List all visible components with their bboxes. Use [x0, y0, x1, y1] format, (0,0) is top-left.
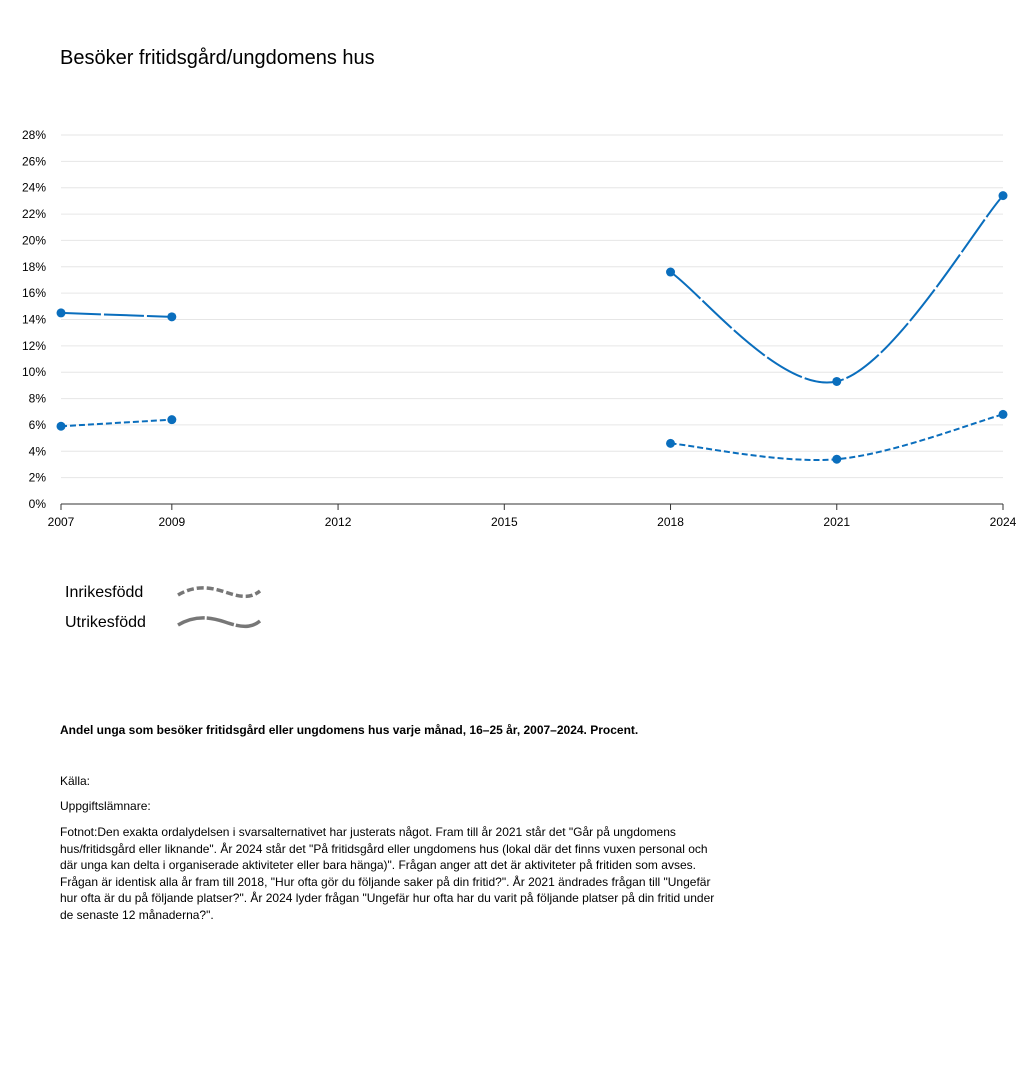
- grid-lines: [61, 134, 1003, 479]
- x-tick-label: 2024: [990, 515, 1017, 529]
- legend-item-inrikesfodd[interactable]: Inrikesfödd: [65, 578, 265, 608]
- data-point-inrikesfodd[interactable]: [167, 415, 177, 425]
- y-tick-label: 26%: [22, 154, 46, 168]
- y-tick-label: 6%: [29, 418, 47, 432]
- dashed-line-swatch-icon: [177, 586, 262, 599]
- y-tick-label: 12%: [22, 339, 46, 353]
- data-point-inrikesfodd[interactable]: [832, 454, 842, 464]
- data-point-inrikesfodd[interactable]: [666, 438, 676, 448]
- chart-caption: Andel unga som besöker fritidsgård eller…: [60, 723, 639, 737]
- data-point-inrikesfodd[interactable]: [56, 421, 66, 431]
- y-tick-label: 14%: [22, 313, 46, 327]
- y-tick-label: 10%: [22, 365, 46, 379]
- series-line-inrikesfodd: [670, 413, 1004, 461]
- data-point-utrikesfodd[interactable]: [666, 267, 676, 277]
- data-point-utrikesfodd[interactable]: [832, 376, 842, 386]
- line-chart: 0% 2% 4% 6% 8% 10% 12% 14% 16% 18% 20% 22% 24% 26% 28%…: [22, 128, 1017, 529]
- legend-label: Utrikesfödd: [65, 614, 146, 631]
- series-points: [56, 191, 1008, 464]
- x-tick-label: 2018: [657, 515, 684, 529]
- x-tick-label: 2015: [491, 515, 518, 529]
- legend: Inrikesfödd Utrikesfödd: [65, 578, 265, 638]
- x-tick-label: 2012: [325, 515, 352, 529]
- y-tick-label: 20%: [22, 233, 46, 247]
- y-tick-label: 0%: [29, 497, 47, 511]
- y-tick-label: 4%: [29, 444, 47, 458]
- y-tick-label: 22%: [22, 207, 46, 221]
- data-point-utrikesfodd[interactable]: [998, 191, 1008, 201]
- legend-label: Inrikesfödd: [65, 584, 144, 601]
- x-tick-label: 2009: [158, 515, 185, 529]
- y-axis: 0% 2% 4% 6% 8% 10% 12% 14% 16% 18% 20% 22% 24% 26% 28%: [22, 128, 46, 511]
- provider-label: Uppgiftslämnare:: [60, 799, 151, 813]
- y-tick-label: 2%: [29, 471, 47, 485]
- series-lines: [60, 194, 1004, 461]
- y-tick-label: 28%: [22, 128, 46, 142]
- y-tick-label: 18%: [22, 260, 46, 274]
- x-tick-label: 2007: [48, 515, 75, 529]
- data-point-inrikesfodd[interactable]: [998, 409, 1008, 419]
- y-tick-label: 24%: [22, 181, 46, 195]
- y-tick-label: 8%: [29, 392, 47, 406]
- x-tick-label: 2021: [823, 515, 850, 529]
- series-line-inrikesfodd: [60, 418, 172, 428]
- series-line-utrikesfodd: [60, 311, 172, 318]
- footnote: Fotnot:Den exakta ordalydelsen i svarsal…: [60, 825, 715, 922]
- legend-item-utrikesfodd[interactable]: Utrikesfödd: [65, 608, 265, 638]
- series-line-utrikesfodd: [669, 194, 1004, 384]
- data-point-utrikesfodd[interactable]: [167, 312, 177, 322]
- data-point-utrikesfodd[interactable]: [56, 308, 66, 318]
- solid-line-swatch-icon: [177, 616, 262, 629]
- chart-title: Besöker fritidsgård/ungdomens hus: [60, 47, 375, 69]
- x-axis: 2007 2009 2012 2015 2018 2021 2024: [48, 503, 1017, 529]
- y-tick-label: 16%: [22, 286, 46, 300]
- source-label: Källa:: [60, 774, 91, 788]
